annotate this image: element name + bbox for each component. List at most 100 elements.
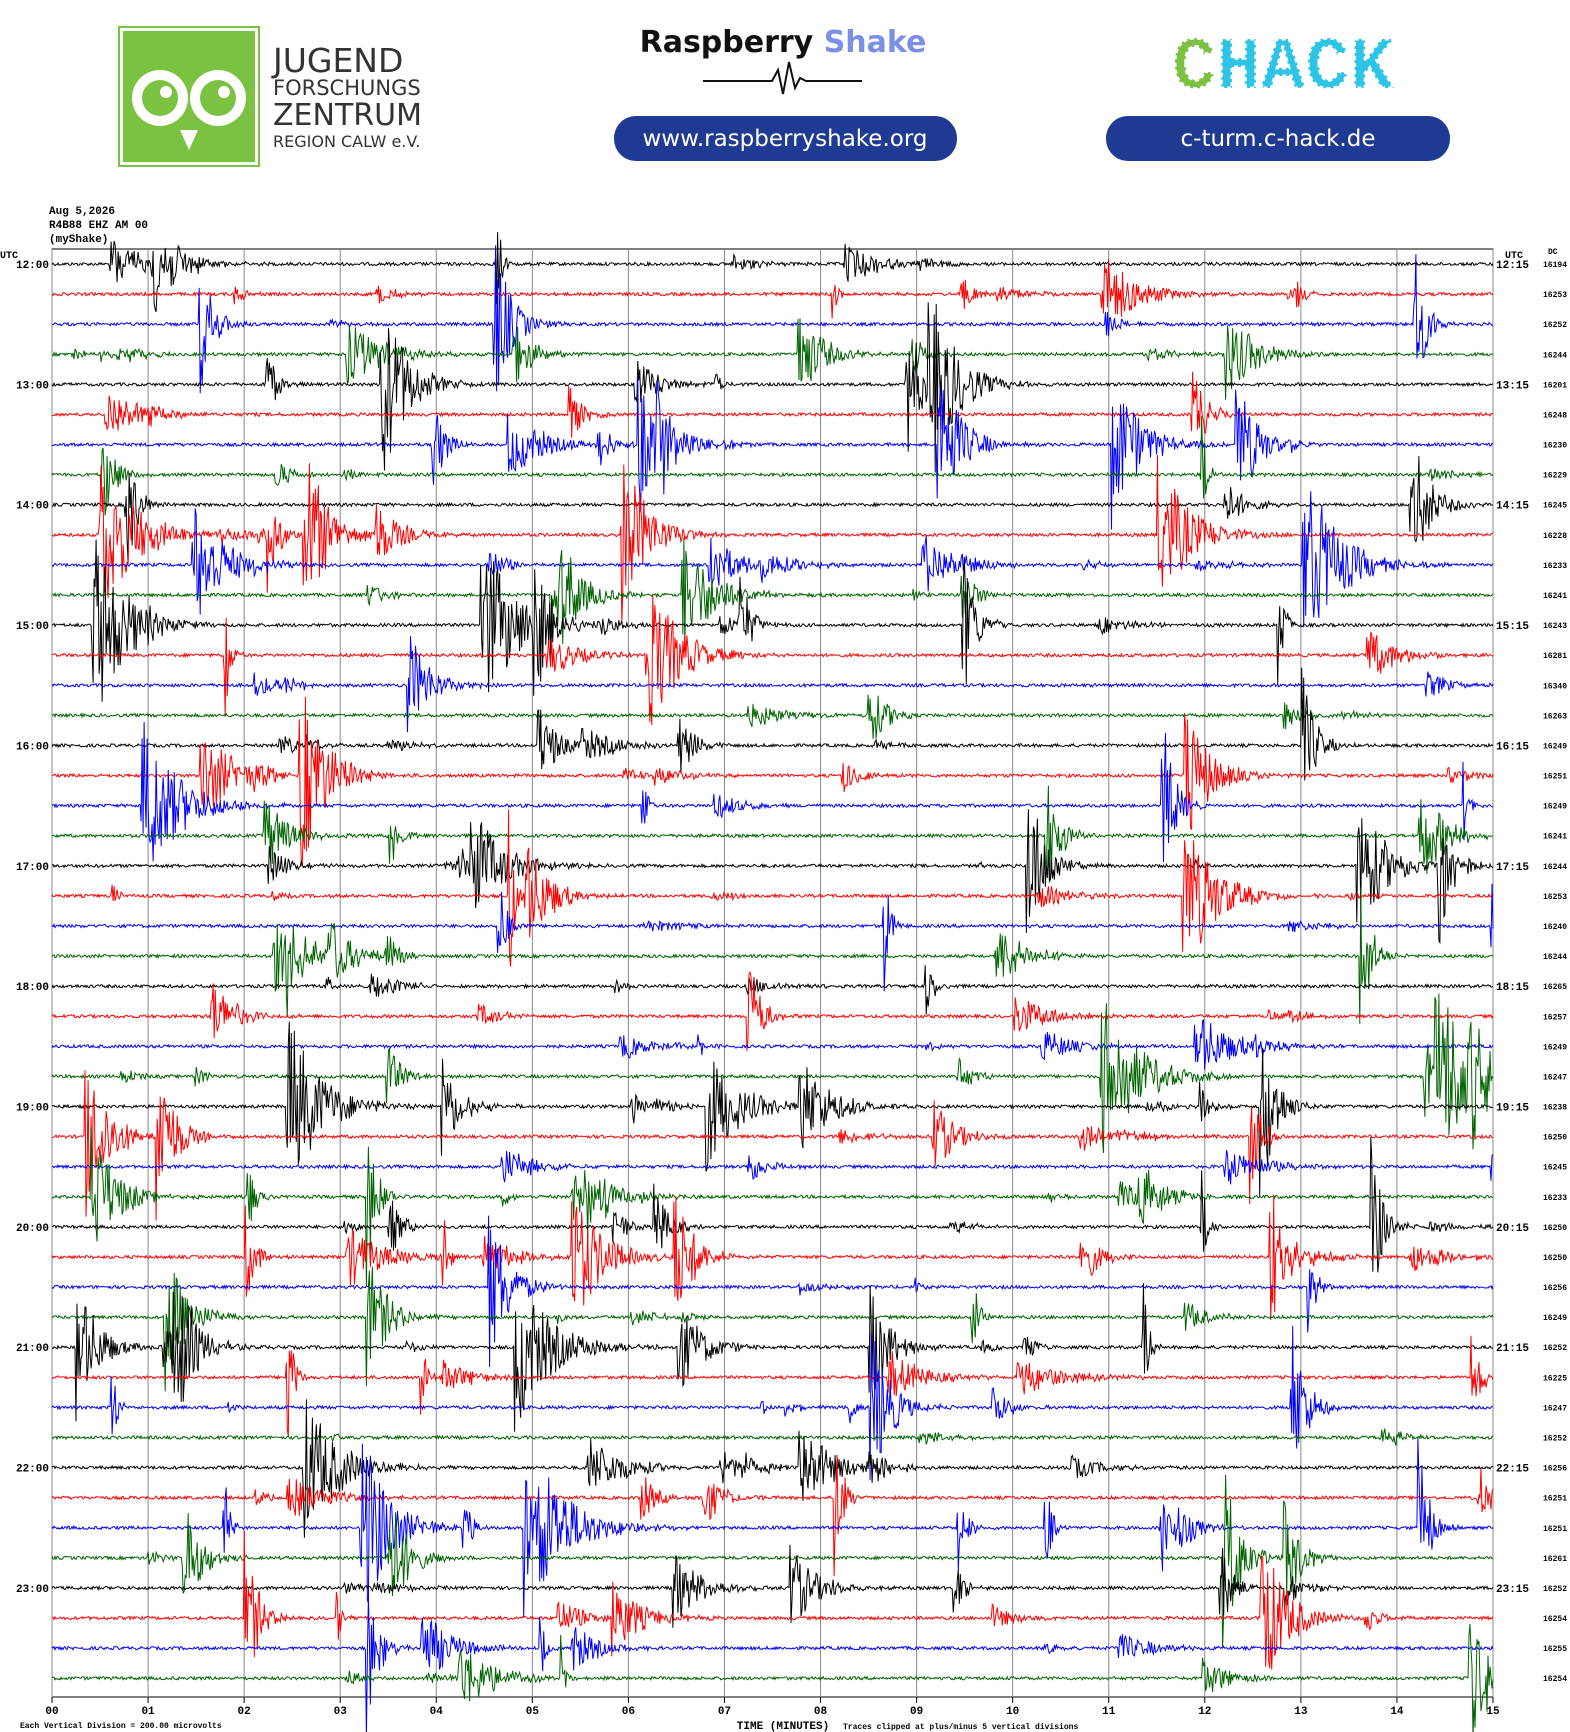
right-time-label: 22:15 — [1496, 1464, 1529, 1476]
seismic-trace — [51, 1437, 1494, 1618]
chack-url-pill[interactable] — [1106, 116, 1450, 161]
seismic-trace — [52, 537, 1494, 660]
dc-value: 16243 — [1543, 622, 1567, 631]
rs-url[interactable]: www.raspberryshake.org — [643, 126, 928, 152]
jfz-text: FORSCHUNGS — [273, 76, 421, 100]
seismic-trace — [51, 809, 1494, 967]
seismic-trace — [51, 232, 1494, 312]
left-time-label: 22:00 — [16, 1464, 49, 1476]
dc-value: 16249 — [1543, 1043, 1567, 1052]
right-time-label: 23:15 — [1496, 1584, 1529, 1596]
right-time-label: 21:15 — [1496, 1343, 1529, 1355]
dc-value: 16245 — [1543, 502, 1567, 511]
seismic-trace — [51, 1335, 1494, 1437]
seismic-trace — [51, 887, 1494, 1024]
seismic-trace — [51, 809, 1494, 945]
x-tick-label: 12 — [1198, 1706, 1211, 1718]
seismic-trace — [51, 491, 1494, 628]
plot-frame — [51, 248, 1494, 1698]
seismic-trace — [51, 455, 1494, 623]
jfz-logo — [118, 26, 260, 167]
seismic-trace — [51, 965, 1494, 1015]
dc-value: 16252 — [1543, 1585, 1567, 1594]
seismic-trace — [51, 318, 1494, 400]
rs-brand: Raspberry Shake — [640, 25, 927, 60]
left-time-label: 14:00 — [16, 501, 49, 513]
seismic-trace — [51, 456, 1494, 564]
dc-value: 16252 — [1543, 1344, 1567, 1353]
seismic-trace — [51, 415, 1494, 516]
seismic-trace — [51, 1399, 1494, 1538]
left-time-label: 16:00 — [16, 741, 49, 753]
dc-value: 16261 — [1543, 1555, 1567, 1564]
x-axis-title: TIME (MINUTES) — [737, 1721, 829, 1732]
dc-value: 16233 — [1543, 562, 1567, 571]
x-tick-label: 01 — [141, 1706, 155, 1718]
seismic-trace — [51, 594, 1494, 726]
dc-value: 16240 — [1543, 923, 1567, 932]
x-tick-label: 05 — [526, 1706, 540, 1718]
dc-value: 16252 — [1543, 321, 1567, 330]
left-time-label: 21:00 — [16, 1343, 49, 1355]
dc-value: 16251 — [1543, 1495, 1567, 1504]
rs-brand-b: Shake — [824, 25, 927, 60]
right-time-label: 20:15 — [1496, 1223, 1529, 1235]
jfz-text: JUGEND — [271, 41, 403, 80]
seismic-trace — [51, 1070, 1494, 1221]
rs-url-pill[interactable] — [614, 116, 957, 161]
jfz-text: REGION CALW e.V. — [273, 132, 420, 151]
seismic-trace — [51, 993, 1494, 1154]
seismic-trace — [51, 245, 1494, 394]
dc-value: 16244 — [1543, 863, 1567, 872]
seismic-trace — [51, 376, 1494, 530]
seismic-trace — [51, 1454, 1494, 1577]
dc-value: 16254 — [1543, 1675, 1567, 1684]
right-time-label: 16:15 — [1496, 741, 1529, 753]
x-tick-label: 03 — [334, 1706, 348, 1718]
dc-value: 16233 — [1543, 1194, 1567, 1203]
dc-value: 16256 — [1543, 1465, 1567, 1474]
seismic-trace — [51, 1150, 1494, 1185]
dc-value: 16250 — [1543, 1254, 1567, 1263]
right-time-label: 17:15 — [1496, 862, 1529, 874]
x-tick-label: 02 — [238, 1706, 251, 1718]
left-time-label: 15:00 — [16, 621, 49, 633]
dc-value: 16257 — [1543, 1013, 1567, 1022]
station-info: (myShake) — [49, 234, 108, 246]
left-time-label: 19:00 — [16, 1103, 49, 1115]
chack-logo: CHACK — [1172, 27, 1395, 111]
seismic-trace — [51, 1474, 1494, 1648]
x-tick-label: 09 — [910, 1706, 923, 1718]
dc-value: 16249 — [1543, 803, 1567, 812]
left-time-label: 13:00 — [16, 380, 49, 392]
seismic-trace — [51, 371, 1494, 438]
footer-left: Each Vertical Division = 200.00 microvol… — [20, 1722, 222, 1731]
dc-value: 16241 — [1543, 592, 1567, 601]
dc-value: 16252 — [1543, 1435, 1567, 1444]
chack-url[interactable]: c-turm.c-hack.de — [1181, 126, 1376, 152]
dc-value: 16228 — [1543, 532, 1567, 541]
dc-value: 16256 — [1543, 1284, 1567, 1293]
seismic-trace — [51, 1623, 1494, 1732]
seismic-trace — [51, 785, 1494, 883]
left-time-label: 18:00 — [16, 982, 49, 994]
dc-value: 16229 — [1543, 472, 1567, 481]
dc-value: 16251 — [1543, 773, 1567, 782]
dc-value: 16251 — [1543, 1525, 1567, 1534]
x-tick-label: 13 — [1294, 1706, 1308, 1718]
seismic-trace — [51, 667, 1494, 781]
seismic-trace — [51, 1126, 1494, 1287]
dc-value: 16263 — [1543, 712, 1567, 721]
seismic-trace — [51, 1194, 1494, 1320]
station-info: Aug 5,2026 — [49, 206, 115, 218]
footer-right: Traces clipped at plus/minus 5 vertical … — [843, 1723, 1078, 1732]
seismic-trace — [51, 1283, 1494, 1432]
x-tick-label: 11 — [1102, 1706, 1116, 1718]
dc-value: 16247 — [1543, 1073, 1567, 1082]
seismic-trace — [51, 1544, 1494, 1628]
dc-value: 16249 — [1543, 742, 1567, 751]
station-info: R4B88 EHZ AM 00 — [49, 220, 148, 232]
x-tick-label: 14 — [1390, 1706, 1404, 1718]
dc-value: 16238 — [1543, 1104, 1567, 1113]
